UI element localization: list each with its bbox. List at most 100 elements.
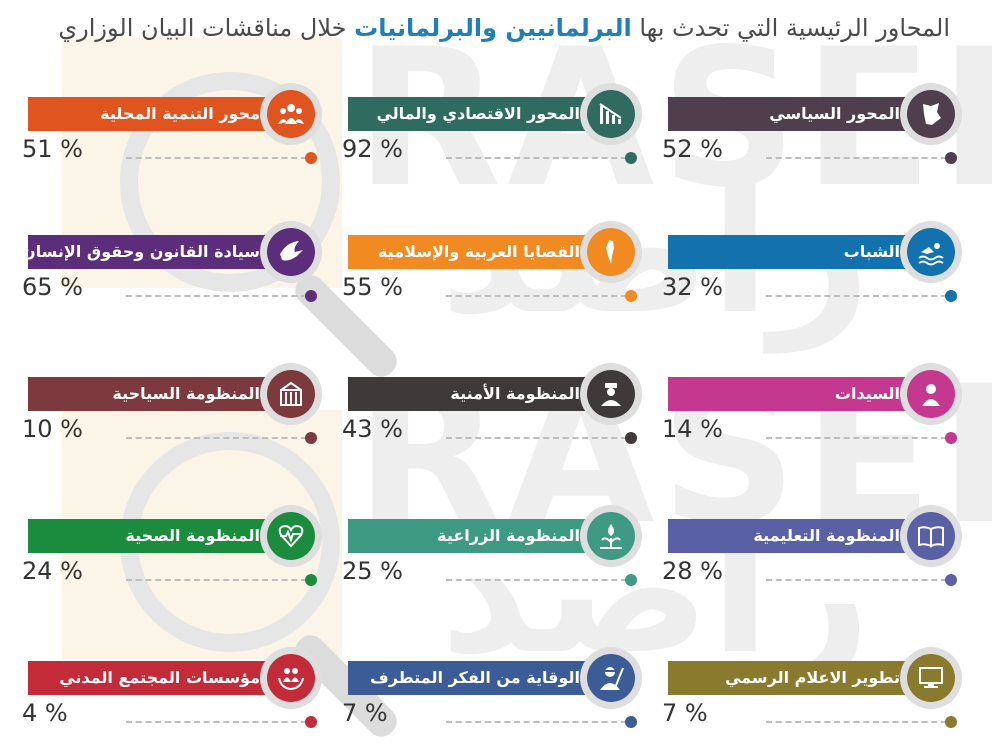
topic-card: المنظومة الزراعية 25 % <box>342 505 642 615</box>
icon-ring <box>580 505 642 567</box>
title-after: خلال مناقشات البيان الوزاري <box>58 14 347 42</box>
family-hands-icon <box>267 654 315 702</box>
topic-card: مؤسسات المجتمع المدني 4 % <box>22 647 322 756</box>
topic-card: القضايا العربية والإسلامية 55 % <box>342 221 642 331</box>
topic-label: محور التنمية المحلية <box>28 97 272 131</box>
topic-label: المنظومة التعليمية <box>668 519 912 553</box>
dashed-leader-line <box>126 437 307 439</box>
dashed-leader-line <box>446 437 627 439</box>
leader-dot <box>625 290 637 302</box>
title-before: المحاور الرئيسية التي تحدث بها <box>639 14 950 42</box>
leader-dot <box>625 152 637 164</box>
leader-dot <box>305 716 317 728</box>
leader-dot <box>305 152 317 164</box>
icon-ring <box>260 505 322 567</box>
topic-label: المنظومة السياحية <box>28 377 272 411</box>
dashed-leader-line <box>446 157 627 159</box>
topic-percentage: 92 % <box>342 135 403 163</box>
page-title: المحاور الرئيسية التي تحدث بها البرلماني… <box>20 14 950 42</box>
topic-label: الوقاية من الفكر المتطرف <box>348 661 592 695</box>
icon-ring <box>260 83 322 145</box>
icon-ring <box>900 363 962 425</box>
leader-dot <box>945 716 957 728</box>
dashed-leader-line <box>446 579 627 581</box>
topic-label: المنظومة الأمنية <box>348 377 592 411</box>
dashed-leader-line <box>766 295 947 297</box>
topic-label: الشباب <box>668 235 912 269</box>
topic-card: تطوير الاعلام الرسمي 7 % <box>662 647 962 756</box>
topic-card: الوقاية من الفكر المتطرف 7 % <box>342 647 642 756</box>
topic-card: المنظومة الأمنية 43 % <box>342 363 642 473</box>
dashed-leader-line <box>766 579 947 581</box>
leader-dot <box>625 716 637 728</box>
woman-icon <box>907 370 955 418</box>
title-highlight: البرلمانيين والبرلمانيات <box>354 14 632 42</box>
palestine-map-icon <box>587 228 635 276</box>
icon-ring <box>260 221 322 283</box>
open-book-icon <box>907 512 955 560</box>
leader-dot <box>945 152 957 164</box>
dashed-leader-line <box>446 295 627 297</box>
icon-ring <box>580 363 642 425</box>
dashed-leader-line <box>126 579 307 581</box>
swimmer-icon <box>907 228 955 276</box>
icon-ring <box>900 221 962 283</box>
topic-percentage: 28 % <box>662 557 723 585</box>
leader-dot <box>305 290 317 302</box>
dashed-leader-line <box>766 157 947 159</box>
dashed-leader-line <box>126 295 307 297</box>
leader-dot <box>625 574 637 586</box>
topic-percentage: 43 % <box>342 415 403 443</box>
topic-percentage: 14 % <box>662 415 723 443</box>
topic-card: السيدات 14 % <box>662 363 962 473</box>
topic-percentage: 51 % <box>22 135 83 163</box>
icon-ring <box>900 647 962 709</box>
topic-card: المنظومة التعليمية 28 % <box>662 505 962 615</box>
dashed-leader-line <box>126 157 307 159</box>
icon-ring <box>260 363 322 425</box>
jordan-map-icon <box>907 90 955 138</box>
topic-card: المحور السياسي 52 % <box>662 83 962 193</box>
dashed-leader-line <box>766 721 947 723</box>
icon-ring <box>580 221 642 283</box>
topic-label: تطوير الاعلام الرسمي <box>668 661 912 695</box>
topic-card: سيادة القانون وحقوق الإنسان 65 % <box>22 221 322 331</box>
petra-treasury-icon <box>267 370 315 418</box>
topic-percentage: 65 % <box>22 273 83 301</box>
dashed-leader-line <box>766 437 947 439</box>
topic-percentage: 7 % <box>662 699 708 727</box>
icon-ring <box>260 647 322 709</box>
icon-ring <box>580 647 642 709</box>
icon-ring <box>900 505 962 567</box>
topic-label: المحور الاقتصادي والمالي <box>348 97 592 131</box>
topic-card: المنظومة السياحية 10 % <box>22 363 322 473</box>
topic-label: المنظومة الزراعية <box>348 519 592 553</box>
leader-dot <box>945 290 957 302</box>
topic-card: المحور الاقتصادي والمالي 92 % <box>342 83 642 193</box>
dashed-leader-line <box>126 721 307 723</box>
leader-dot <box>625 432 637 444</box>
leader-dot <box>305 432 317 444</box>
topic-percentage: 10 % <box>22 415 83 443</box>
icon-ring <box>580 83 642 145</box>
topic-percentage: 24 % <box>22 557 83 585</box>
topic-label: السيدات <box>668 377 912 411</box>
armed-man-icon <box>587 654 635 702</box>
topic-card: المنظومة الصحية 24 % <box>22 505 322 615</box>
topic-label: المحور السياسي <box>668 97 912 131</box>
monitor-icon <box>907 654 955 702</box>
plant-drop-icon <box>587 512 635 560</box>
topic-label: مؤسسات المجتمع المدني <box>28 661 272 695</box>
people-group-icon <box>267 90 315 138</box>
heart-pulse-icon <box>267 512 315 560</box>
chart-decline-icon <box>587 90 635 138</box>
topic-label: المنظومة الصحية <box>28 519 272 553</box>
topic-card: الشباب 32 % <box>662 221 962 331</box>
topic-percentage: 32 % <box>662 273 723 301</box>
police-officer-icon <box>587 370 635 418</box>
topic-percentage: 7 % <box>342 699 388 727</box>
topic-percentage: 4 % <box>22 699 68 727</box>
topic-percentage: 25 % <box>342 557 403 585</box>
icon-ring <box>900 83 962 145</box>
